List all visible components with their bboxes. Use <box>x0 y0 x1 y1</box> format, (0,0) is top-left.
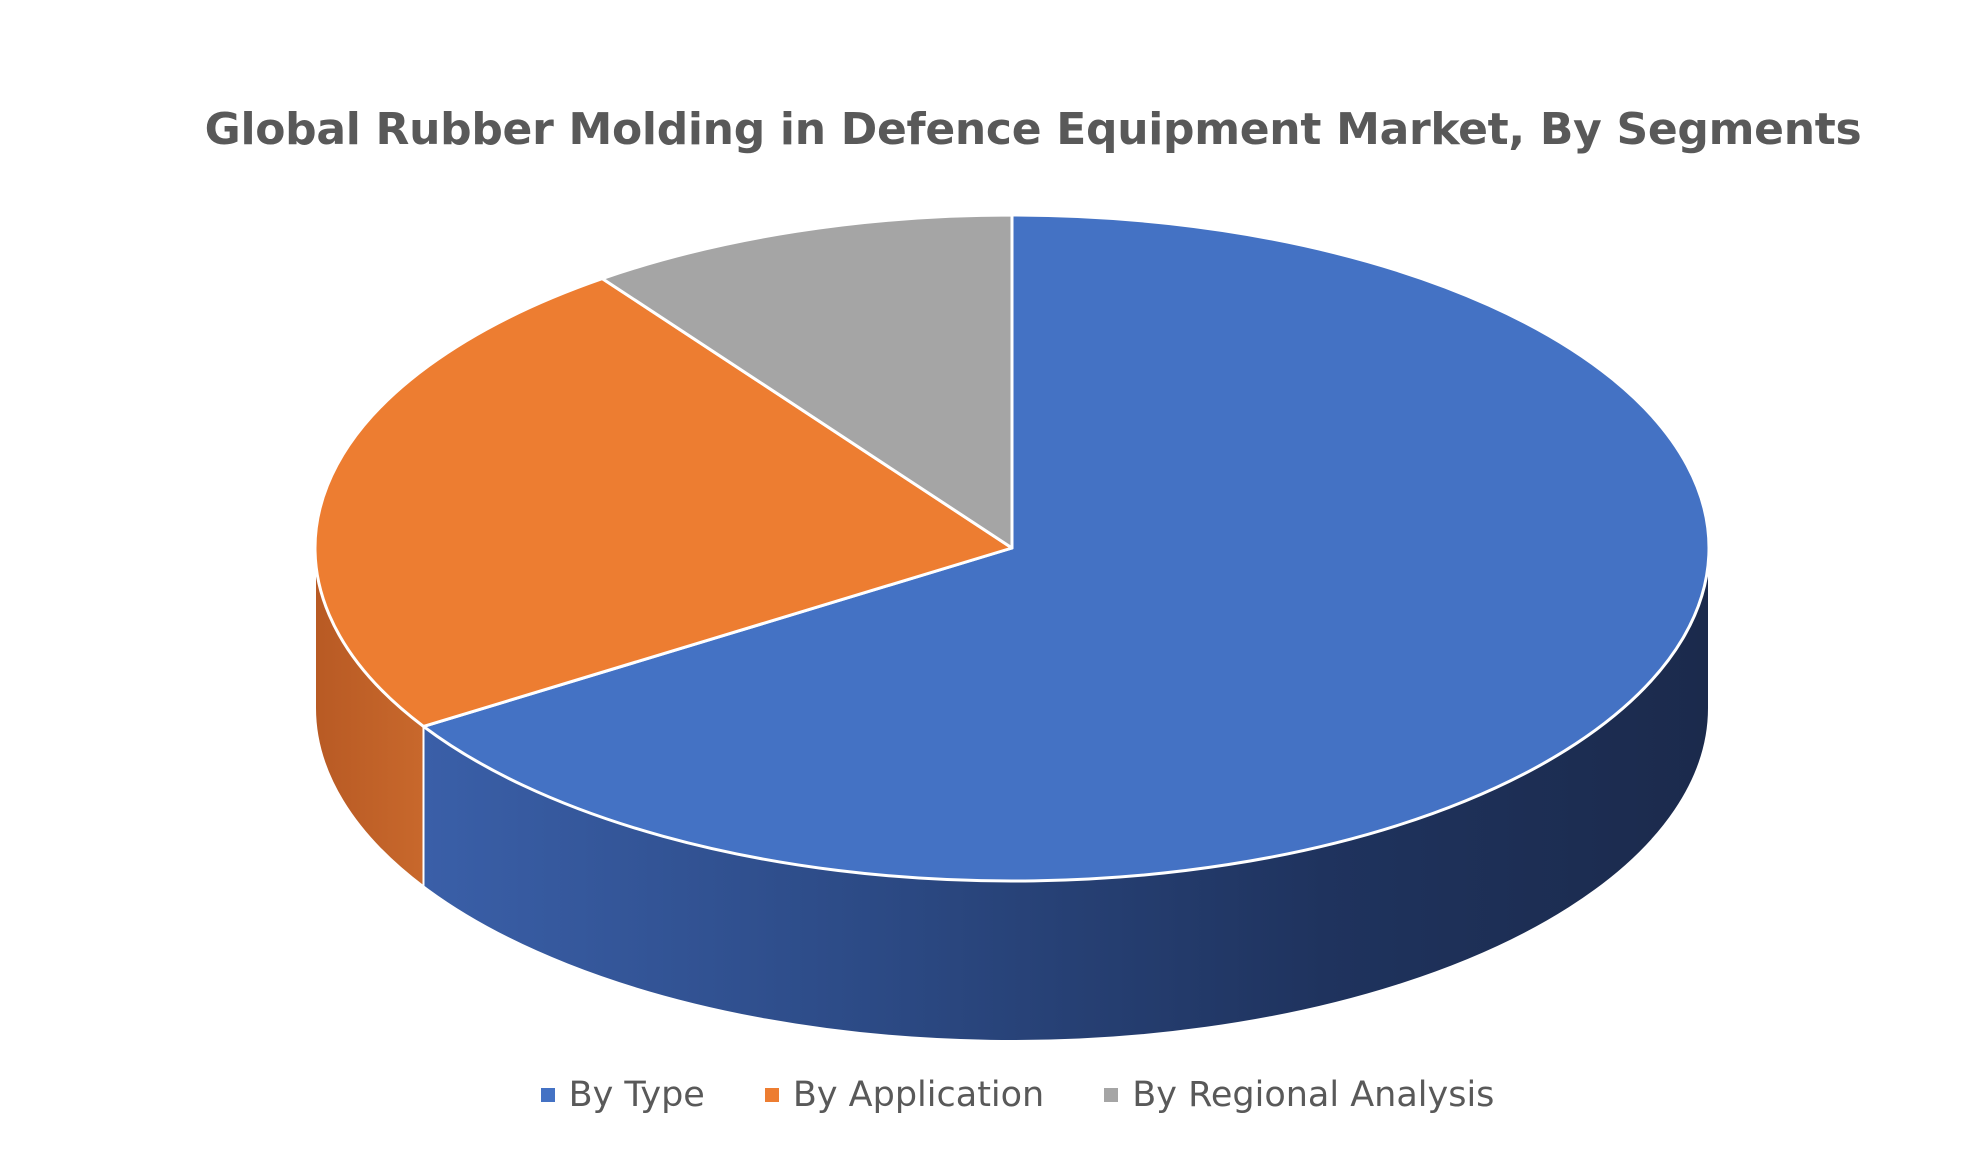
pie-slice-by-application <box>313 277 1014 728</box>
pie-tops <box>313 213 1711 883</box>
legend-label: By Application <box>792 1075 1045 1115</box>
legend-item-by-type: By Type <box>540 1075 705 1115</box>
pie-slice-by-type <box>422 213 1711 883</box>
legend-item-by-regional-analysis: By Regional Analysis <box>1104 1075 1494 1115</box>
chart-legend: By Type By Application By Regional Analy… <box>0 1070 1980 1120</box>
legend-item-by-application: By Application <box>764 1075 1045 1115</box>
chart-title: Global Rubber Molding in Defence Equipme… <box>204 104 1862 155</box>
legend-swatch-by-type <box>540 1088 555 1102</box>
legend-label: By Type <box>568 1075 705 1115</box>
legend-swatch-by-application <box>764 1088 779 1102</box>
pie-slice-by-regional-analysis <box>600 213 1014 550</box>
legend-label: By Regional Analysis <box>1132 1075 1495 1115</box>
legend-swatch-by-regional-analysis <box>1104 1088 1119 1102</box>
